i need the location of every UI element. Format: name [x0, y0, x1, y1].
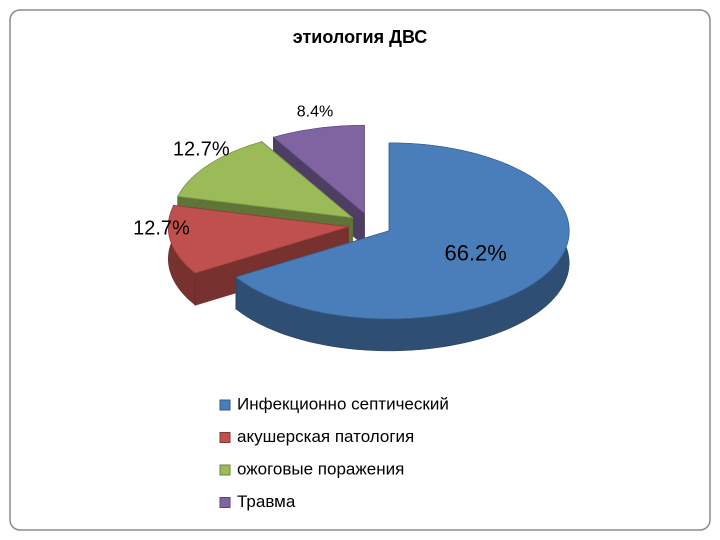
- chart-title: этиология ДВС: [293, 27, 428, 47]
- legend-label: акушерская патология: [237, 427, 414, 446]
- slice: [235, 142, 570, 320]
- slice: [235, 142, 570, 352]
- slice: [177, 140, 354, 251]
- slice: [167, 205, 349, 274]
- value-label: 12.7%: [133, 217, 190, 239]
- legend-swatch: [219, 399, 231, 411]
- value-label: 66.2%: [444, 240, 506, 265]
- value-label: 12.7%: [173, 139, 230, 161]
- value-label: 8.4%: [297, 103, 333, 120]
- legend-swatch: [219, 432, 231, 443]
- legend-swatch: [219, 497, 231, 508]
- legend-label: Инфекционно септический: [237, 394, 449, 413]
- legend-label: ожоговые поражения: [237, 459, 404, 478]
- legend-label: Травма: [237, 492, 296, 511]
- slice: [177, 141, 354, 219]
- legend-swatch: [219, 464, 231, 476]
- slice: [272, 124, 365, 215]
